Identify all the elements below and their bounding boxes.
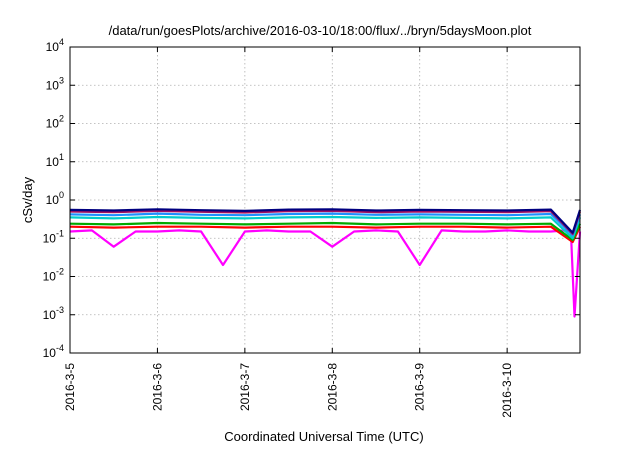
y-tick-label: 102: [46, 114, 64, 131]
y-tick-label: 103: [46, 75, 64, 92]
y-tick-label: 104: [46, 37, 64, 54]
y-tick-label: 100: [46, 190, 64, 207]
x-tick-label: 2016-3-10: [500, 363, 514, 418]
y-tick-label: 101: [46, 152, 64, 169]
x-tick-label: 2016-3-7: [238, 363, 252, 411]
x-tick-label: 2016-3-9: [413, 363, 427, 411]
x-tick-label: 2016-3-6: [150, 363, 164, 411]
y-tick-label: 10-2: [43, 267, 64, 284]
chart-title: /data/run/goesPlots/archive/2016-03-10/1…: [109, 23, 532, 38]
series-line-7: [69, 208, 582, 234]
y-axis-title: cSv/day: [20, 176, 35, 223]
series-line-5: [69, 212, 582, 237]
grid-lines: [69, 47, 580, 353]
series-line-1: [69, 229, 582, 318]
series-line-4: [69, 215, 582, 240]
x-axis-title: Coordinated Universal Time (UTC): [224, 429, 423, 444]
series-line-2: [69, 225, 581, 244]
series-layer: [69, 208, 582, 318]
series-line-3: [69, 221, 582, 242]
y-tick-label: 10-1: [43, 228, 64, 245]
y-tick-label: 10-3: [43, 305, 64, 322]
y-tick-label: 10-4: [43, 343, 64, 360]
x-tick-label: 2016-3-5: [63, 363, 77, 411]
series-line-6: [69, 209, 582, 235]
axis-ticks: 10-4 10-3 10-2 10-1 100 101 102 103 104 2016-3-5 2…: [43, 37, 580, 418]
x-tick-label: 2016-3-8: [325, 363, 339, 411]
